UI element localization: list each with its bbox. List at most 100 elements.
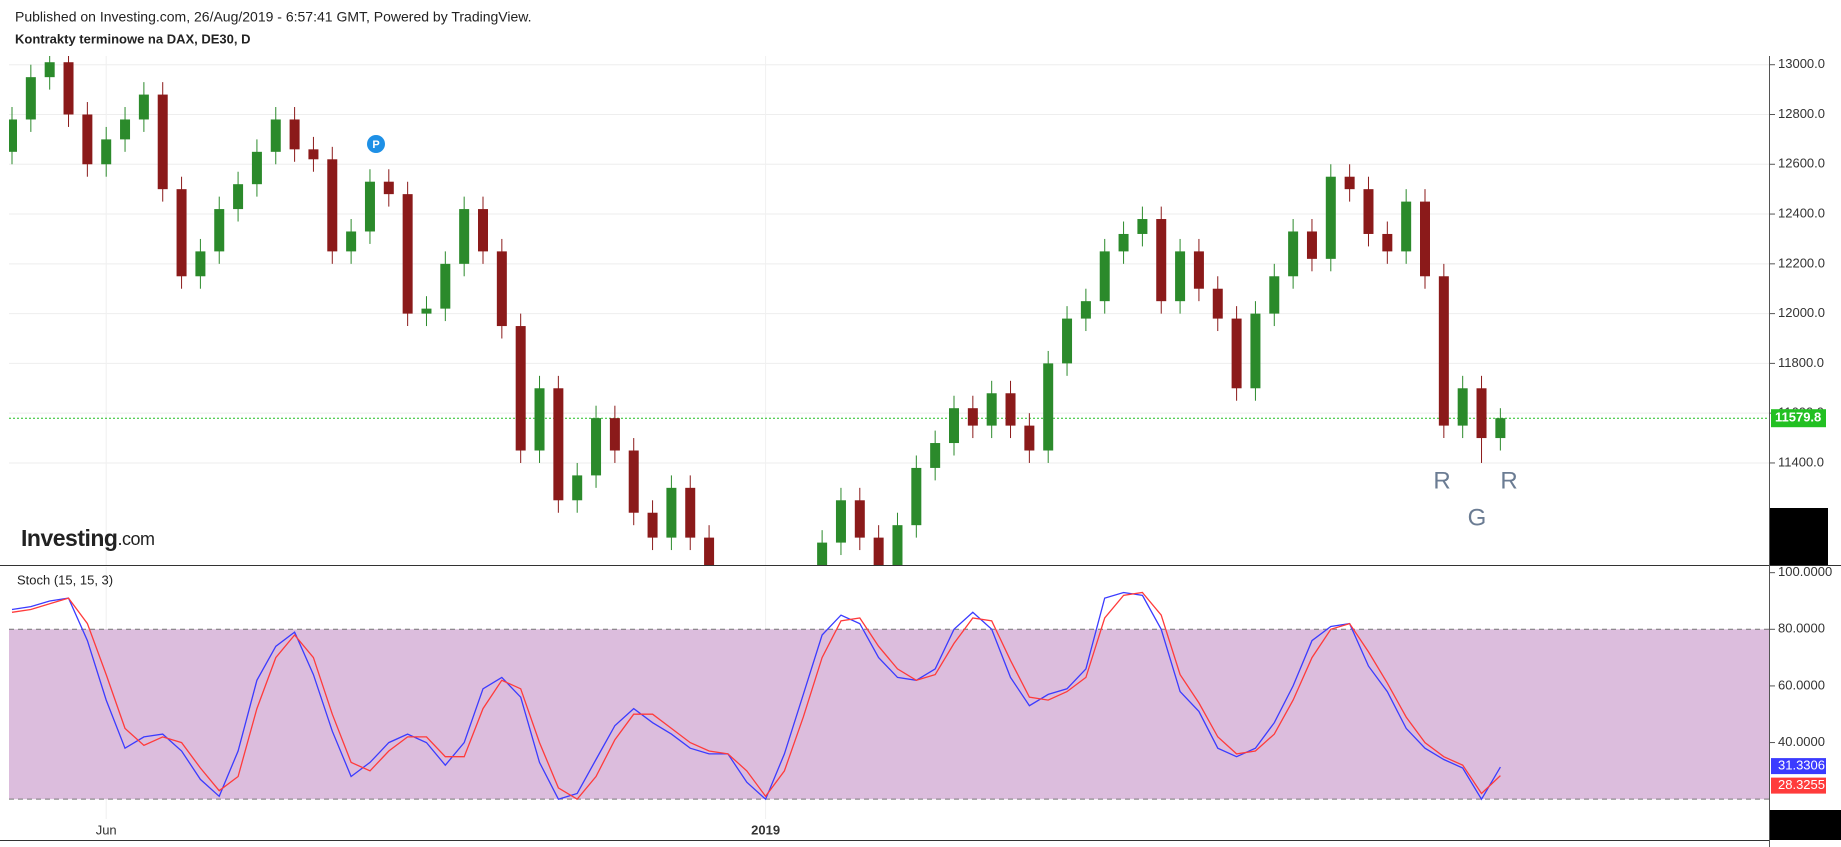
candle-body [289,119,300,150]
candle-body [1476,388,1487,439]
candle-body [1043,363,1054,451]
overlay: 13000.0 12800.0 12600.0 12400.0 12200.0 12000… [96,56,1833,837]
candle-body [233,184,244,210]
candle-body [1363,189,1374,234]
candle-body [534,388,545,451]
candle-body [1250,313,1261,389]
candle-body [120,119,131,140]
price-grid [9,56,1769,565]
candle-body [1269,276,1280,314]
annotation: G [1468,504,1487,531]
candle-body [440,263,451,309]
candle-body [1005,393,1016,426]
candle-body [138,94,149,120]
candle-body [1288,231,1299,277]
candle-body [364,181,375,232]
y-tick-label: 12800.0 [1778,106,1825,121]
candle-body [478,209,488,252]
candle-body [496,251,507,327]
candle-body [1175,251,1186,302]
axis-block [1770,810,1841,840]
candle-body [873,537,884,565]
candle-body [459,209,470,264]
logo-suffix: .com [117,529,154,549]
candle-body [572,475,583,501]
candle-body [892,525,903,565]
candle-body [967,408,978,426]
candle-body [911,467,922,526]
last-value-label: 28.3255 [1778,777,1825,792]
y-tick-label: 11800.0 [1778,355,1824,370]
candle-body [346,231,357,252]
candle-body [1306,231,1317,259]
candle-body [817,542,828,565]
candle-body [1344,176,1355,190]
stoch-line [11,591,1501,801]
candle-body [591,418,602,476]
x-tick-label: 2019 [751,822,780,837]
candle-body [704,537,715,565]
candle-body [402,194,413,314]
candle-body [421,308,432,314]
candle-body [515,326,526,451]
candle-body [82,114,93,165]
candle-body [270,119,281,152]
candle-body [1382,233,1393,252]
candle-body [835,500,846,543]
annotation-badge [367,135,385,153]
annotation: R [1500,467,1517,494]
candle-body [1156,219,1167,302]
annotation: R [1433,467,1450,494]
y-tick-label: 12400.0 [1778,205,1825,220]
candle-body [308,149,319,160]
candle-body [1401,201,1412,252]
stoch-line [11,591,1501,801]
candle-body [1099,251,1110,302]
candle-body [1495,418,1506,439]
candle-body [685,487,696,538]
x-tick-label: Jun [96,822,117,837]
y-tick-label: 12000.0 [1778,305,1825,320]
candle-body [1231,318,1242,389]
stoch-band [9,629,1769,800]
last-value-box [1771,777,1826,794]
candle-body [553,388,564,501]
candle-body [854,500,865,538]
candle-body [251,151,262,185]
y-tick-label: 12200.0 [1778,255,1825,270]
candles [9,56,1506,565]
y-tick-label: 12600.0 [1778,156,1825,171]
last-value-label: 31.3306 [1778,758,1825,773]
candle-body [63,62,74,115]
candle-body [1080,301,1091,319]
stoch-title: Stoch (15, 15, 3) [17,572,113,587]
candle-body [949,408,959,444]
y-tick-label: 13000.0 [1778,56,1825,71]
candle-body [101,139,112,165]
stoch-grid [9,567,1769,819]
candle-body [25,77,36,120]
candle-body [647,512,658,538]
candle-body [666,487,677,538]
chart-title: Kontrakty terminowe na DAX, DE30, D [15,31,251,46]
candle-body [176,189,187,277]
candle-body [44,62,55,78]
candle-body [1457,388,1468,426]
annotation: P [372,139,379,151]
y-tick-label: 80.0000 [1778,621,1825,636]
y-tick-label: 60.0000 [1778,677,1825,692]
candle-body [986,393,997,426]
candle-body [1325,176,1336,259]
candle-body [1212,288,1223,319]
candle-body [214,209,225,252]
candle-body [1024,425,1035,451]
candle-body [327,159,338,252]
candle-body [1118,233,1129,252]
candle-body [9,119,17,152]
candle-body [609,418,620,451]
last-price-label: 11579.8 [1775,410,1821,425]
candle-body [930,443,941,468]
candle-body [383,181,394,195]
